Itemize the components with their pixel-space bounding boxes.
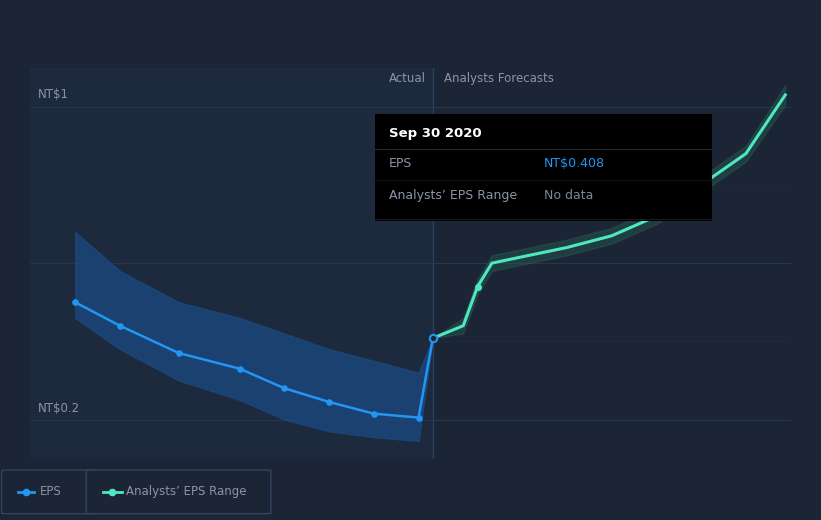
Text: Analysts Forecasts: Analysts Forecasts <box>443 72 553 85</box>
Point <box>68 298 81 306</box>
Point <box>233 365 246 373</box>
Point <box>106 488 119 496</box>
Point <box>323 398 336 406</box>
Text: EPS: EPS <box>39 486 61 498</box>
Point <box>412 413 425 422</box>
Text: NT$1: NT$1 <box>38 88 68 101</box>
Text: No data: No data <box>544 189 593 202</box>
Point <box>113 321 126 330</box>
Point <box>172 349 186 357</box>
Point <box>650 212 663 220</box>
Text: EPS: EPS <box>388 157 412 170</box>
Text: Sep 30 2020: Sep 30 2020 <box>388 127 481 140</box>
Text: NT$0.2: NT$0.2 <box>38 402 80 415</box>
Text: Analysts’ EPS Range: Analysts’ EPS Range <box>388 189 516 202</box>
FancyBboxPatch shape <box>2 470 96 514</box>
Point <box>20 488 33 496</box>
Bar <box>30 68 433 459</box>
Point <box>277 384 291 393</box>
Text: Actual: Actual <box>388 72 426 85</box>
Point <box>471 282 484 291</box>
Point <box>426 334 439 342</box>
Text: Analysts’ EPS Range: Analysts’ EPS Range <box>126 486 247 498</box>
Point <box>367 410 380 418</box>
FancyBboxPatch shape <box>86 470 271 514</box>
Text: NT$0.408: NT$0.408 <box>544 157 604 170</box>
